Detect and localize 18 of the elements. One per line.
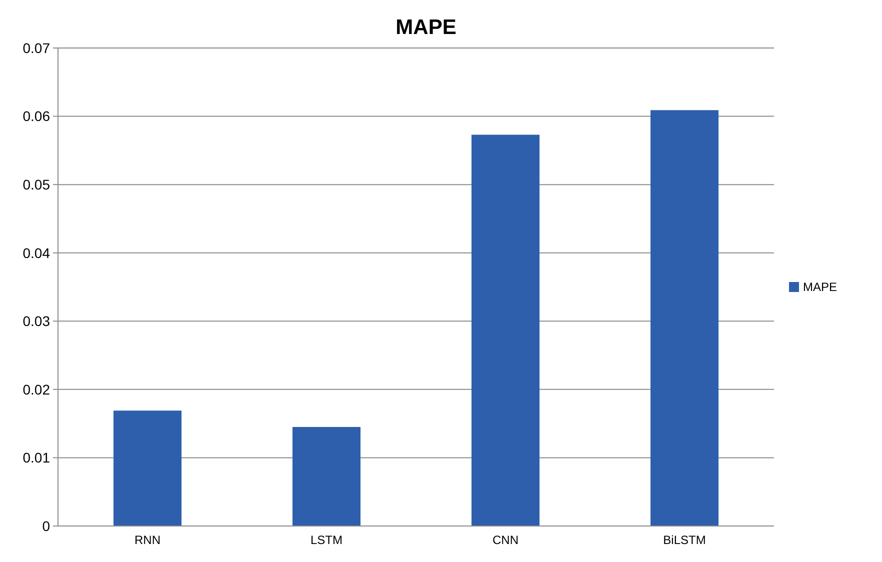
x-tick-label: BiLSTM <box>663 533 706 547</box>
x-tick-label: LSTM <box>310 533 343 547</box>
y-tick-label: 0.04 <box>22 244 50 261</box>
y-tick-label: 0.02 <box>22 381 50 398</box>
bar <box>471 134 540 526</box>
bar <box>650 110 719 526</box>
bar <box>292 426 361 526</box>
y-tick-label: 0 <box>42 518 50 534</box>
x-tick-label: CNN <box>492 533 518 547</box>
y-tick-label: 0.06 <box>22 108 50 124</box>
chart-title: MAPE <box>396 16 456 39</box>
y-tick-label: 0.07 <box>22 40 50 56</box>
legend-label: MAPE <box>803 280 838 294</box>
y-tick-label: 0.01 <box>22 450 50 466</box>
x-tick-label: RNN <box>134 533 160 547</box>
y-tick-label: 0.03 <box>22 313 50 330</box>
y-tick-label: 0.05 <box>22 176 50 192</box>
bar <box>113 410 182 526</box>
